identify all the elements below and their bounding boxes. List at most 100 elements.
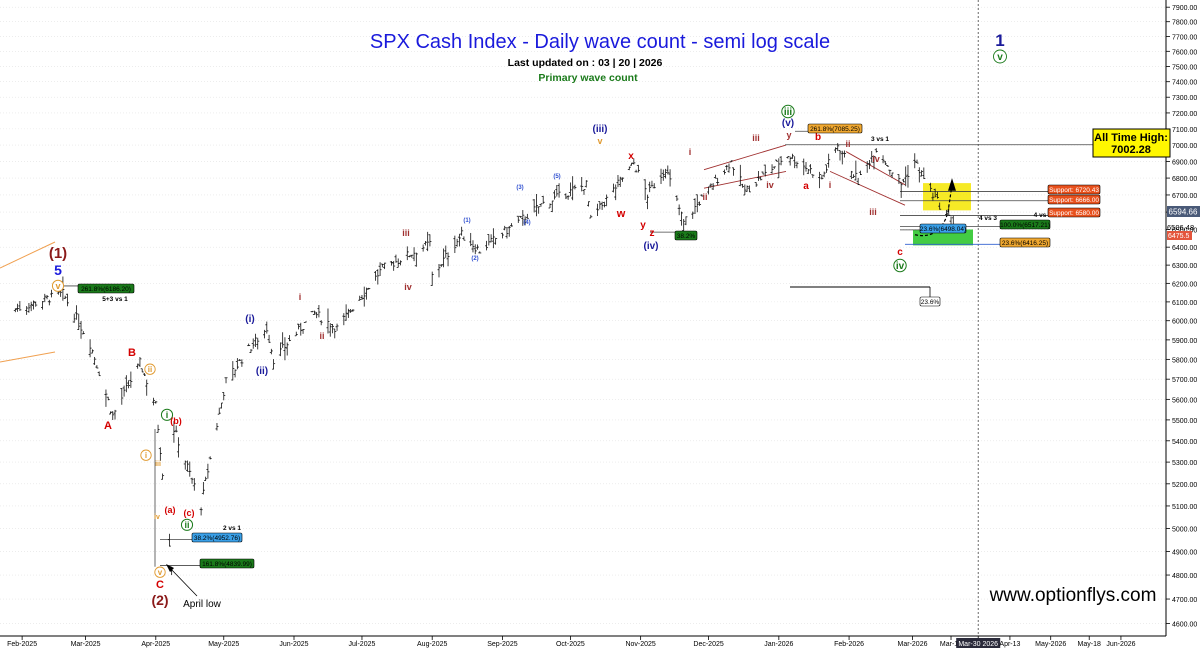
minor-wave-label: ii bbox=[845, 139, 850, 149]
time-tick-label: Jul-2025 bbox=[349, 641, 376, 648]
wave-label: C bbox=[156, 579, 164, 591]
minor-wave-label: iv bbox=[766, 180, 774, 190]
time-tick-label: Oct-2025 bbox=[556, 641, 585, 648]
time-axis: Feb-2025 Mar-2025 Apr-2025 May-2025 Jun-2025… bbox=[0, 635, 1166, 648]
fib-level-text: 23.6% bbox=[921, 299, 940, 306]
fib-level-text: Support: 6666.00 bbox=[1049, 197, 1099, 204]
price-tick-label: 5100.00 bbox=[1172, 504, 1197, 511]
fib-level-box bbox=[807, 123, 863, 134]
price-tick-label: 5400.00 bbox=[1172, 439, 1197, 446]
price-tick-label: 5700.00 bbox=[1172, 377, 1197, 384]
fib-level-box bbox=[77, 283, 135, 294]
minor-label-circle bbox=[993, 49, 1007, 64]
minor-wave-label: (4) bbox=[523, 220, 530, 226]
fib-level-text: 261.8%(7085.25) bbox=[810, 126, 860, 133]
fib-level-box bbox=[191, 532, 243, 543]
wave-label: (a) bbox=[165, 505, 176, 515]
time-tick-label: Mar-18 bbox=[940, 641, 962, 648]
price-tick-label: 7200.00 bbox=[1172, 111, 1197, 118]
last-price-text: 6594.66 bbox=[1169, 208, 1198, 217]
wave-label: x bbox=[628, 151, 634, 162]
wave-label: a bbox=[803, 181, 809, 192]
price-tick-label: 7700.00 bbox=[1172, 34, 1197, 41]
wave-label: A bbox=[104, 420, 112, 432]
minor-wave-label: (1) bbox=[463, 218, 470, 224]
price-tick-label: 5600.00 bbox=[1172, 397, 1197, 404]
minor-wave-label: (5) bbox=[553, 174, 560, 180]
price-tick-label: 5200.00 bbox=[1172, 482, 1197, 489]
yellow-target-zone bbox=[923, 183, 971, 211]
fib-level-text: 161.8%(4839.99) bbox=[202, 561, 252, 568]
price-tick-label: 6200.00 bbox=[1172, 281, 1197, 288]
fib-level-text: 23.6%(6498.04) bbox=[920, 226, 966, 233]
wave-label: z bbox=[650, 228, 655, 239]
time-tick-label: Dec-2025 bbox=[693, 641, 723, 648]
fib-level-box bbox=[999, 237, 1051, 248]
minor-wave-label: i bbox=[829, 180, 832, 190]
wave-label: (1) bbox=[49, 245, 67, 262]
wave-label-circle bbox=[781, 104, 795, 119]
price-tag-2: 6475.5 bbox=[1167, 231, 1192, 240]
wave-label: i bbox=[166, 410, 169, 420]
april-low-label: April low bbox=[183, 599, 222, 610]
wave-label: (2) bbox=[151, 592, 168, 608]
price-tick-label: 6900.00 bbox=[1172, 159, 1197, 166]
time-tick-label: Mar-2026 bbox=[898, 641, 928, 648]
green-target-zone bbox=[913, 229, 973, 246]
ratio-note: 2 vs 1 bbox=[223, 525, 241, 532]
fib-level-box bbox=[1047, 194, 1101, 205]
wave-label: w bbox=[616, 208, 626, 220]
wedge-lower bbox=[703, 170, 787, 189]
ratio-note: 3 vs 1 bbox=[871, 136, 889, 143]
projection-arrow bbox=[948, 178, 956, 191]
april-low-note: April low bbox=[166, 564, 222, 610]
minor-wave-label: v bbox=[597, 136, 602, 146]
price-bars bbox=[13, 143, 955, 576]
price-tag-1: 6506.48 bbox=[1167, 223, 1194, 232]
ratio-note: 4 vs 3 bbox=[979, 215, 997, 222]
price-tick-label: 7800.00 bbox=[1172, 20, 1197, 27]
wave-label-circle bbox=[51, 279, 65, 292]
minor-wave-label: i bbox=[689, 147, 692, 157]
price-tag-2-text: 6475.5 bbox=[1168, 233, 1190, 240]
wave-label: ii bbox=[184, 520, 189, 530]
price-tag-1-text: 6506.48 bbox=[1167, 223, 1194, 232]
price-tick-label: 7300.00 bbox=[1172, 95, 1197, 102]
time-highlight bbox=[956, 638, 1001, 648]
minor-wave-label: iv bbox=[872, 154, 880, 164]
last-price-tag: 6594.66 bbox=[1167, 206, 1200, 217]
wave-label: v bbox=[55, 281, 60, 291]
minor-wave-label: v bbox=[997, 52, 1003, 63]
fib-level-text: 38.2%(4952.76) bbox=[194, 535, 240, 542]
wave-label-circle bbox=[893, 258, 907, 273]
minor-label-circle bbox=[140, 449, 152, 461]
time-tick-label: Feb-2025 bbox=[7, 641, 37, 648]
minor-wave-label: (2) bbox=[471, 256, 478, 262]
price-tick-label: 6000.00 bbox=[1172, 319, 1197, 326]
wave-count-subtitle: Primary wave count bbox=[538, 72, 638, 84]
price-tick-label: 6800.00 bbox=[1172, 176, 1197, 183]
wave-label-circle bbox=[160, 408, 174, 421]
time-tick-label: May-2026 bbox=[1035, 641, 1066, 648]
time-tick-label: Sep-2025 bbox=[487, 641, 517, 648]
price-tick-label: 5500.00 bbox=[1172, 418, 1197, 425]
minor-wave-label: iii bbox=[155, 461, 161, 468]
price-axis: 4600.00 4700.00 4800.00 4900.00 5000.00 5100.… bbox=[1165, 0, 1197, 636]
minor-wave-label: ii bbox=[148, 365, 152, 374]
fib-level-text: Support: 6580.00 bbox=[1049, 210, 1099, 217]
price-tick-label: 6100.00 bbox=[1172, 300, 1197, 307]
fib-level-text: Support: 6720.43 bbox=[1049, 187, 1099, 194]
price-tick-label: 6400.00 bbox=[1172, 245, 1197, 252]
wave-label: (b) bbox=[170, 416, 182, 426]
price-tick-label: 7500.00 bbox=[1172, 64, 1197, 71]
minor-wave-label: iii bbox=[869, 207, 877, 217]
wave-label-circle bbox=[180, 518, 194, 531]
minor-wave-label: i bbox=[145, 451, 147, 460]
price-tick-label: 5300.00 bbox=[1172, 460, 1197, 467]
price-tick-label: 7600.00 bbox=[1172, 49, 1197, 56]
fall-channel-upper bbox=[845, 151, 906, 186]
time-tick-label: Nov-2025 bbox=[625, 641, 655, 648]
time-tick-label: Mar-30 2026 bbox=[958, 641, 998, 648]
fib-level-boxes: 261.8%(6186.20) 38.2%(4952.76) 161.8%(4839… bbox=[77, 123, 1101, 569]
